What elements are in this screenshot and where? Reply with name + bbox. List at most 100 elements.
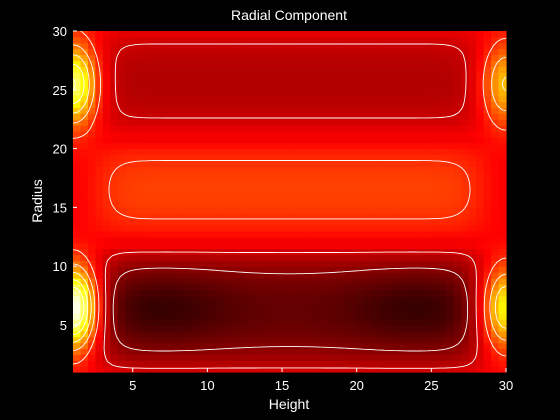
heatmap-cell: [229, 166, 238, 173]
heatmap-cell: [199, 230, 208, 238]
heatmap-cell: [468, 272, 477, 279]
heatmap-cell: [259, 342, 268, 350]
heatmap-cell: [147, 160, 156, 167]
heatmap-cell: [334, 95, 343, 103]
heatmap-cell: [356, 113, 365, 120]
heatmap-cell: [334, 336, 343, 344]
heatmap-cell: [95, 78, 104, 85]
heatmap-cell: [252, 60, 261, 67]
heatmap-cell: [274, 236, 283, 244]
heatmap-cell: [214, 177, 223, 185]
heatmap-cell: [192, 272, 201, 279]
heatmap-cell: [408, 254, 418, 261]
heatmap-cell: [289, 201, 298, 208]
heatmap-cell: [431, 125, 440, 132]
heatmap-cell: [371, 301, 380, 308]
heatmap-cell: [341, 260, 350, 267]
heatmap-cell: [386, 277, 395, 285]
heatmap-cell: [95, 136, 104, 144]
heatmap-cell: [356, 230, 365, 238]
heatmap-cell: [214, 166, 223, 173]
heatmap-cell: [214, 248, 223, 256]
heatmap-cell: [401, 101, 410, 109]
heatmap-cell: [364, 272, 373, 279]
heatmap-cell: [453, 136, 462, 144]
heatmap-cell: [259, 301, 268, 308]
heatmap-cell: [192, 207, 201, 214]
heatmap-cell: [80, 183, 89, 191]
heatmap-cell: [416, 207, 425, 214]
heatmap-cell: [423, 354, 432, 361]
heatmap-cell: [170, 336, 179, 344]
heatmap-cell: [207, 201, 216, 208]
heatmap-cell: [192, 172, 201, 179]
heatmap-cell: [207, 230, 216, 238]
heatmap-cell: [431, 201, 440, 208]
heatmap-cell: [155, 330, 164, 338]
heatmap-cell: [162, 78, 171, 85]
heatmap-cell: [476, 36, 485, 44]
heatmap-cell: [147, 242, 156, 250]
heatmap-cell: [453, 219, 462, 226]
heatmap-cell: [147, 107, 156, 114]
heatmap-cell: [476, 213, 485, 220]
heatmap-cell: [147, 289, 156, 297]
heatmap-cell: [155, 289, 164, 297]
heatmap-cell: [95, 254, 104, 261]
heatmap-cell: [408, 289, 418, 297]
heatmap-cell: [401, 183, 410, 191]
heatmap-cell: [483, 136, 492, 144]
heatmap-cell: [379, 113, 388, 120]
heatmap-cell: [386, 336, 395, 344]
heatmap-cell: [259, 307, 268, 314]
heatmap-cell: [237, 266, 246, 273]
heatmap-cell: [289, 348, 298, 355]
heatmap-cell: [304, 95, 313, 103]
heatmap-cell: [117, 136, 126, 144]
heatmap-cell: [244, 95, 253, 103]
heatmap-cell: [267, 125, 276, 132]
heatmap-cell: [296, 225, 306, 232]
heatmap-cell: [408, 213, 418, 220]
heatmap-cell: [364, 113, 373, 120]
heatmap-cell: [147, 360, 156, 367]
heatmap-cell: [394, 78, 403, 85]
heatmap-cell: [364, 89, 373, 97]
heatmap-cell: [356, 177, 365, 185]
heatmap-cell: [155, 119, 164, 126]
heatmap-cell: [423, 236, 432, 244]
heatmap-cell: [386, 330, 395, 338]
heatmap-cell: [304, 348, 313, 355]
heatmap-cell: [177, 366, 186, 373]
heatmap-cell: [207, 95, 216, 103]
heatmap-cell: [87, 31, 96, 38]
heatmap-cell: [132, 230, 141, 238]
heatmap-cell: [237, 354, 246, 361]
heatmap-cell: [311, 213, 320, 220]
heatmap-cell: [87, 42, 96, 50]
heatmap-cell: [184, 283, 194, 291]
heatmap-cell: [274, 230, 283, 238]
heatmap-cell: [408, 201, 418, 208]
heatmap-cell: [147, 283, 156, 291]
heatmap-cell: [319, 166, 328, 173]
heatmap-cell: [364, 266, 373, 273]
heatmap-cell: [267, 31, 276, 38]
heatmap-cell: [73, 125, 82, 132]
heatmap-cell: [95, 225, 104, 232]
heatmap-cell: [110, 83, 119, 91]
heatmap-cell: [267, 242, 276, 250]
heatmap-cell: [274, 101, 283, 109]
heatmap-cell: [364, 277, 373, 285]
heatmap-cell: [125, 195, 134, 203]
heatmap-cell: [192, 72, 201, 79]
heatmap-cell: [364, 366, 373, 373]
heatmap-cell: [296, 60, 306, 67]
heatmap-cell: [237, 201, 246, 208]
heatmap-cell: [468, 83, 477, 91]
heatmap-cell: [476, 66, 485, 73]
heatmap-cell: [319, 95, 328, 103]
heatmap-cell: [453, 260, 462, 267]
heatmap-cell: [214, 107, 223, 114]
heatmap-cell: [386, 148, 395, 156]
